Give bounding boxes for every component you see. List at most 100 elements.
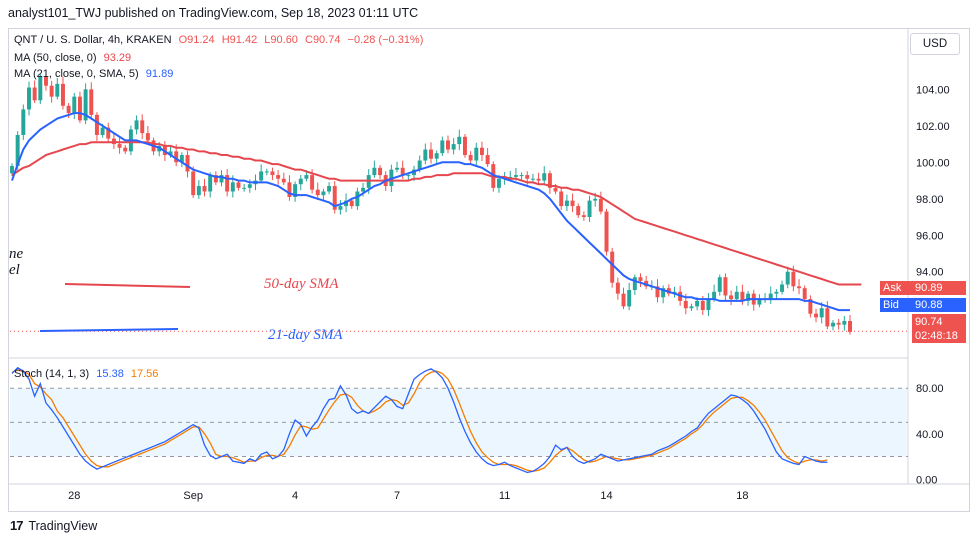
ma50-value: 93.29 [103,52,132,64]
candle [610,247,615,288]
candle-body [145,133,150,141]
candle [570,193,575,213]
candle [145,126,150,144]
candle-body [213,175,218,183]
ma21-value: 91.89 [145,68,174,80]
candle [604,208,609,256]
candle [734,285,739,302]
candle-body [395,167,400,170]
change-value: −0.28 (−0.31%) [347,34,424,46]
candle-body [553,187,558,192]
stoch-k-line [11,366,828,474]
ma50-line [11,141,862,286]
candle-body [457,136,462,145]
time-tick-label: 18 [736,490,748,502]
candle [802,285,807,302]
candle [287,175,292,201]
candle-body [21,109,26,135]
candle [27,81,31,116]
candle [831,320,835,331]
candle-body [530,178,535,180]
candle [621,287,626,310]
candle [457,129,462,151]
candle-countdown: 02:48:18 [912,329,966,343]
candle [768,286,773,305]
candle-body [60,83,65,106]
currency-button[interactable]: USD [910,33,960,55]
candle-body [281,178,286,183]
candle [462,134,467,158]
candle-body [774,291,779,294]
candle [689,303,694,311]
candle [134,115,139,135]
footer-brand[interactable]: 17 TradingView [10,518,97,533]
candle-body [598,198,603,212]
candle-body [802,288,807,300]
candle-body [536,178,541,181]
candle-body [191,171,196,196]
candle [21,104,26,140]
stoch-tick-label: 0.00 [916,474,937,486]
ma50-legend[interactable]: MA (50, close, 0) 93.29 [14,52,135,64]
candle [564,194,569,212]
candle [372,160,377,178]
low-value: L90.60 [264,34,298,46]
candle [615,277,620,300]
candle [451,138,456,155]
candle-body [661,288,666,298]
candle-body [785,271,790,285]
candle [780,280,785,295]
candle-body [831,322,835,327]
candle-body [479,147,484,156]
candle [547,170,552,194]
time-tick-label: 14 [600,490,612,502]
candle [83,83,88,125]
ma21-legend[interactable]: MA (21, close, 0, SMA, 5) 91.89 [14,68,177,80]
candle-body [15,134,20,166]
candle-body [729,295,734,300]
candle-body [723,277,728,296]
symbol-legend: QNT / U. S. Dollar, 4h, KRAKEN O91.24 H9… [14,34,427,46]
candle-body [202,186,207,192]
candle-body [740,291,745,301]
candle-body [474,147,479,161]
ma21-label: MA (21, close, 0, SMA, 5) [14,68,139,80]
candle-body [576,206,581,216]
time-tick-label: 28 [68,490,80,502]
candle-body [842,320,847,325]
candle-body [564,200,569,207]
candle [395,161,400,173]
ask-label: Ask [880,281,914,295]
candle-body [496,178,501,188]
candle [638,273,643,287]
candle-body [315,189,320,196]
candle [208,172,213,198]
candle-body [508,176,513,178]
candle [429,142,433,164]
candle [264,168,269,176]
stoch-legend[interactable]: Stoch (14, 1, 3) 15.38 17.56 [14,368,162,380]
candle [808,295,813,318]
candle [785,266,790,289]
candle [270,167,275,181]
candle [332,181,337,214]
open-value: O91.24 [178,34,215,46]
cut-text-2: el [9,262,20,278]
candle-body [140,120,145,134]
candle-body [174,151,179,163]
symbol-name[interactable]: QNT / U. S. Dollar, 4h, KRAKEN [14,34,172,46]
candle-body [55,83,60,97]
price-tick-label: 96.00 [916,230,944,242]
candle-body [819,308,824,318]
candle [281,172,286,186]
candle-body [610,251,615,283]
candle [213,171,218,186]
candle [77,91,82,124]
candle-body [632,277,637,290]
candle [293,181,298,202]
candle [196,180,201,199]
candle-body [259,171,264,181]
last-price-tag: 90.74 [912,314,966,329]
candle-body [423,149,428,161]
